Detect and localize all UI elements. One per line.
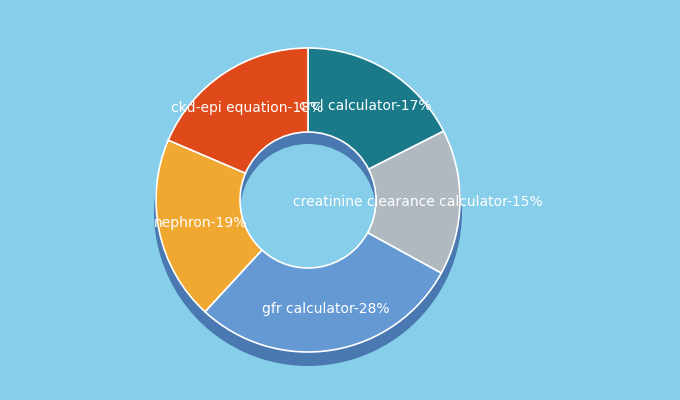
Wedge shape [368,131,460,273]
Text: nephron-19%: nephron-19% [154,216,247,230]
Wedge shape [167,58,308,185]
Wedge shape [368,142,462,286]
Text: ckd-epi equation-18%: ckd-epi equation-18% [171,101,324,115]
Wedge shape [156,140,262,312]
Wedge shape [308,48,443,169]
Wedge shape [205,233,441,352]
Wedge shape [168,48,308,173]
Wedge shape [154,151,262,325]
Text: gfr calculator-28%: gfr calculator-28% [262,302,390,316]
Text: crcl calculator-17%: crcl calculator-17% [299,99,432,113]
Wedge shape [203,245,443,366]
Wedge shape [308,58,445,181]
Text: creatinine clearance calculator-15%: creatinine clearance calculator-15% [293,195,543,209]
